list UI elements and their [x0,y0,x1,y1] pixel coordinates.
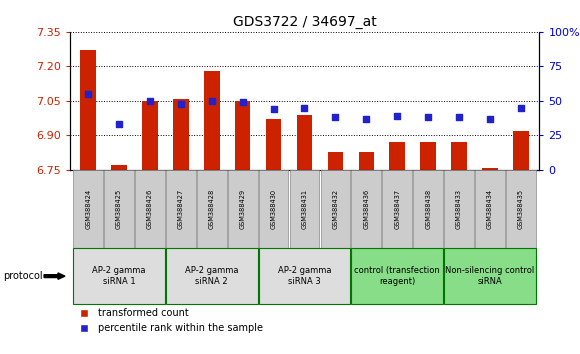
Bar [166,170,195,248]
Point [423,115,433,120]
Bar [166,248,258,304]
Bar [351,170,381,248]
Bar [451,142,467,170]
Bar [321,170,350,248]
Bar [204,71,219,170]
Bar [475,170,505,248]
Bar [73,170,103,248]
Bar [358,152,374,170]
Bar [328,152,343,170]
Bar [506,170,536,248]
Text: GSM388436: GSM388436 [363,189,369,229]
Text: GSM388424: GSM388424 [85,189,91,229]
Point [454,115,463,120]
Point [146,98,155,104]
Bar [482,168,498,170]
Text: GSM388435: GSM388435 [518,189,524,229]
Bar [173,99,188,170]
Bar [142,101,158,170]
Text: AP-2 gamma
siRNA 2: AP-2 gamma siRNA 2 [185,267,238,286]
Point [393,113,402,119]
Point [114,121,124,127]
Text: AP-2 gamma
siRNA 3: AP-2 gamma siRNA 3 [278,267,331,286]
Point [207,98,216,104]
Text: GSM388433: GSM388433 [456,189,462,229]
Point [300,105,309,111]
Bar [259,170,288,248]
Bar [259,248,350,304]
Bar [382,170,412,248]
Text: control (transfection
reagent): control (transfection reagent) [354,267,440,286]
Bar [111,165,127,170]
Bar [351,248,443,304]
Text: GSM388437: GSM388437 [394,189,400,229]
Bar [420,142,436,170]
Bar [266,119,281,170]
Point [176,101,186,107]
Text: GSM388429: GSM388429 [240,189,246,229]
Point [84,91,93,97]
Text: AP-2 gamma
siRNA 1: AP-2 gamma siRNA 1 [92,267,146,286]
Text: GSM388432: GSM388432 [332,189,338,229]
Bar [228,170,258,248]
Text: GSM388431: GSM388431 [302,189,307,229]
Bar [235,101,251,170]
Point [516,105,525,111]
Bar [81,50,96,170]
Bar [390,142,405,170]
Text: GSM388430: GSM388430 [271,189,277,229]
Legend: transformed count, percentile rank within the sample: transformed count, percentile rank withi… [74,308,263,333]
Bar [444,170,474,248]
Text: GSM388438: GSM388438 [425,189,431,229]
Text: GSM388426: GSM388426 [147,189,153,229]
Bar [414,170,443,248]
Text: GSM388434: GSM388434 [487,189,493,229]
Bar [197,170,227,248]
Point [238,99,247,105]
Bar [513,131,528,170]
Title: GDS3722 / 34697_at: GDS3722 / 34697_at [233,16,376,29]
Text: protocol: protocol [3,271,42,281]
Point [485,116,495,122]
Bar [289,170,320,248]
Text: GSM388425: GSM388425 [116,189,122,229]
Point [362,116,371,122]
Bar [297,115,312,170]
Point [331,115,340,120]
Point [269,106,278,112]
Bar [444,248,536,304]
Text: Non-silencing control
siRNA: Non-silencing control siRNA [445,267,535,286]
Bar [104,170,134,248]
Bar [135,170,165,248]
Text: GSM388428: GSM388428 [209,189,215,229]
Text: GSM388427: GSM388427 [178,189,184,229]
Bar [73,248,165,304]
